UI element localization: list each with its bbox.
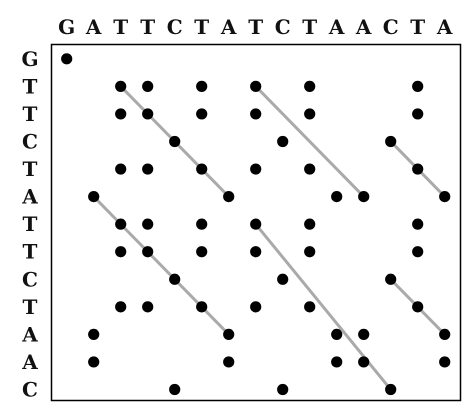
- match-dot: [196, 246, 208, 258]
- left-sequence-letter: C: [22, 129, 38, 153]
- left-sequence-letter: A: [21, 350, 38, 374]
- match-dot: [385, 383, 397, 396]
- left-sequence-letter: T: [23, 212, 38, 236]
- top-sequence-letter: A: [436, 15, 453, 39]
- match-dot: [169, 383, 181, 396]
- top-sequence-letter: A: [85, 15, 102, 39]
- top-sequence-letter: T: [194, 15, 209, 39]
- left-sequence-letter: T: [23, 74, 38, 98]
- match-dot: [169, 273, 181, 285]
- match-dot: [439, 328, 451, 340]
- match-dot: [196, 301, 208, 313]
- match-dot: [142, 108, 154, 120]
- match-dot: [412, 301, 424, 313]
- match-dot: [331, 328, 343, 340]
- top-sequence-letter: T: [140, 15, 155, 39]
- match-dot: [223, 191, 235, 203]
- match-dot: [196, 80, 208, 92]
- match-dot: [223, 356, 235, 368]
- top-sequence-letter: C: [383, 15, 399, 39]
- match-dot: [331, 356, 343, 368]
- match-dot: [358, 356, 370, 368]
- diagonal-match-line: [92, 195, 231, 336]
- match-dot: [115, 80, 127, 92]
- match-dot: [115, 301, 127, 313]
- match-dot: [277, 135, 289, 148]
- top-sequence-letter: T: [113, 15, 128, 39]
- diagonal-match-lines: [92, 84, 447, 392]
- match-dot: [196, 163, 208, 175]
- match-dot: [385, 273, 397, 285]
- match-dot: [250, 218, 262, 230]
- grid-frame: [50, 43, 462, 402]
- diagonal-match-line: [254, 84, 366, 199]
- match-dot: [61, 53, 73, 65]
- match-dot: [412, 108, 424, 120]
- match-dot: [196, 108, 208, 120]
- match-dot: [358, 328, 370, 340]
- left-sequence-letter: T: [23, 295, 38, 319]
- left-sequence-letter: T: [23, 102, 38, 126]
- top-sequence-letter: C: [167, 15, 183, 39]
- left-sequence-letter: A: [21, 185, 38, 209]
- match-dot: [304, 301, 316, 313]
- left-sequence-letter: G: [21, 47, 38, 71]
- match-dot: [304, 246, 316, 258]
- top-sequence-letter: G: [58, 15, 75, 39]
- match-dot: [142, 301, 154, 313]
- match-dot: [115, 246, 127, 258]
- left-sequence-letter: T: [23, 240, 38, 264]
- left-sequence-letter: T: [23, 157, 38, 181]
- top-sequence-letter: A: [355, 15, 372, 39]
- diagonal-match-line: [254, 222, 393, 392]
- left-sequence-letter: A: [21, 322, 38, 346]
- match-dot: [115, 108, 127, 120]
- match-dot: [304, 163, 316, 175]
- match-dot: [412, 163, 424, 175]
- match-dot: [88, 191, 100, 203]
- match-dot: [439, 191, 451, 203]
- match-dot: [412, 218, 424, 230]
- match-dot: [277, 273, 289, 285]
- match-dot: [304, 80, 316, 92]
- match-dot: [412, 80, 424, 92]
- match-dot: [250, 80, 262, 92]
- match-dot: [88, 328, 100, 340]
- top-sequence-letter: A: [220, 15, 237, 39]
- match-dot: [142, 80, 154, 92]
- left-sequence-letter: C: [22, 378, 38, 402]
- match-dot: [115, 218, 127, 230]
- match-dot: [142, 246, 154, 258]
- match-dot: [250, 301, 262, 313]
- top-sequence-letter: T: [410, 15, 425, 39]
- top-sequence-letter: C: [275, 15, 291, 39]
- match-dot: [142, 163, 154, 175]
- match-dot: [304, 108, 316, 120]
- match-dot: [304, 218, 316, 230]
- match-dot: [358, 191, 370, 203]
- top-sequence-letter: T: [302, 15, 317, 39]
- match-dot: [196, 218, 208, 230]
- match-dot: [250, 108, 262, 120]
- match-dot: [250, 246, 262, 258]
- match-dot: [88, 356, 100, 368]
- match-dots: [61, 53, 451, 396]
- top-sequence-letter: A: [328, 15, 345, 39]
- match-dot: [115, 163, 127, 175]
- top-sequence-letter: T: [248, 15, 263, 39]
- grid-frame-group: [50, 43, 462, 402]
- left-sequence-letter: C: [22, 267, 38, 291]
- match-dot: [412, 246, 424, 258]
- match-dot: [331, 191, 343, 203]
- match-dot: [277, 383, 289, 396]
- match-dot: [439, 356, 451, 368]
- match-dot: [250, 163, 262, 175]
- match-dot: [223, 328, 235, 340]
- match-dot: [385, 135, 397, 148]
- match-dot: [169, 135, 181, 148]
- match-dot: [142, 218, 154, 230]
